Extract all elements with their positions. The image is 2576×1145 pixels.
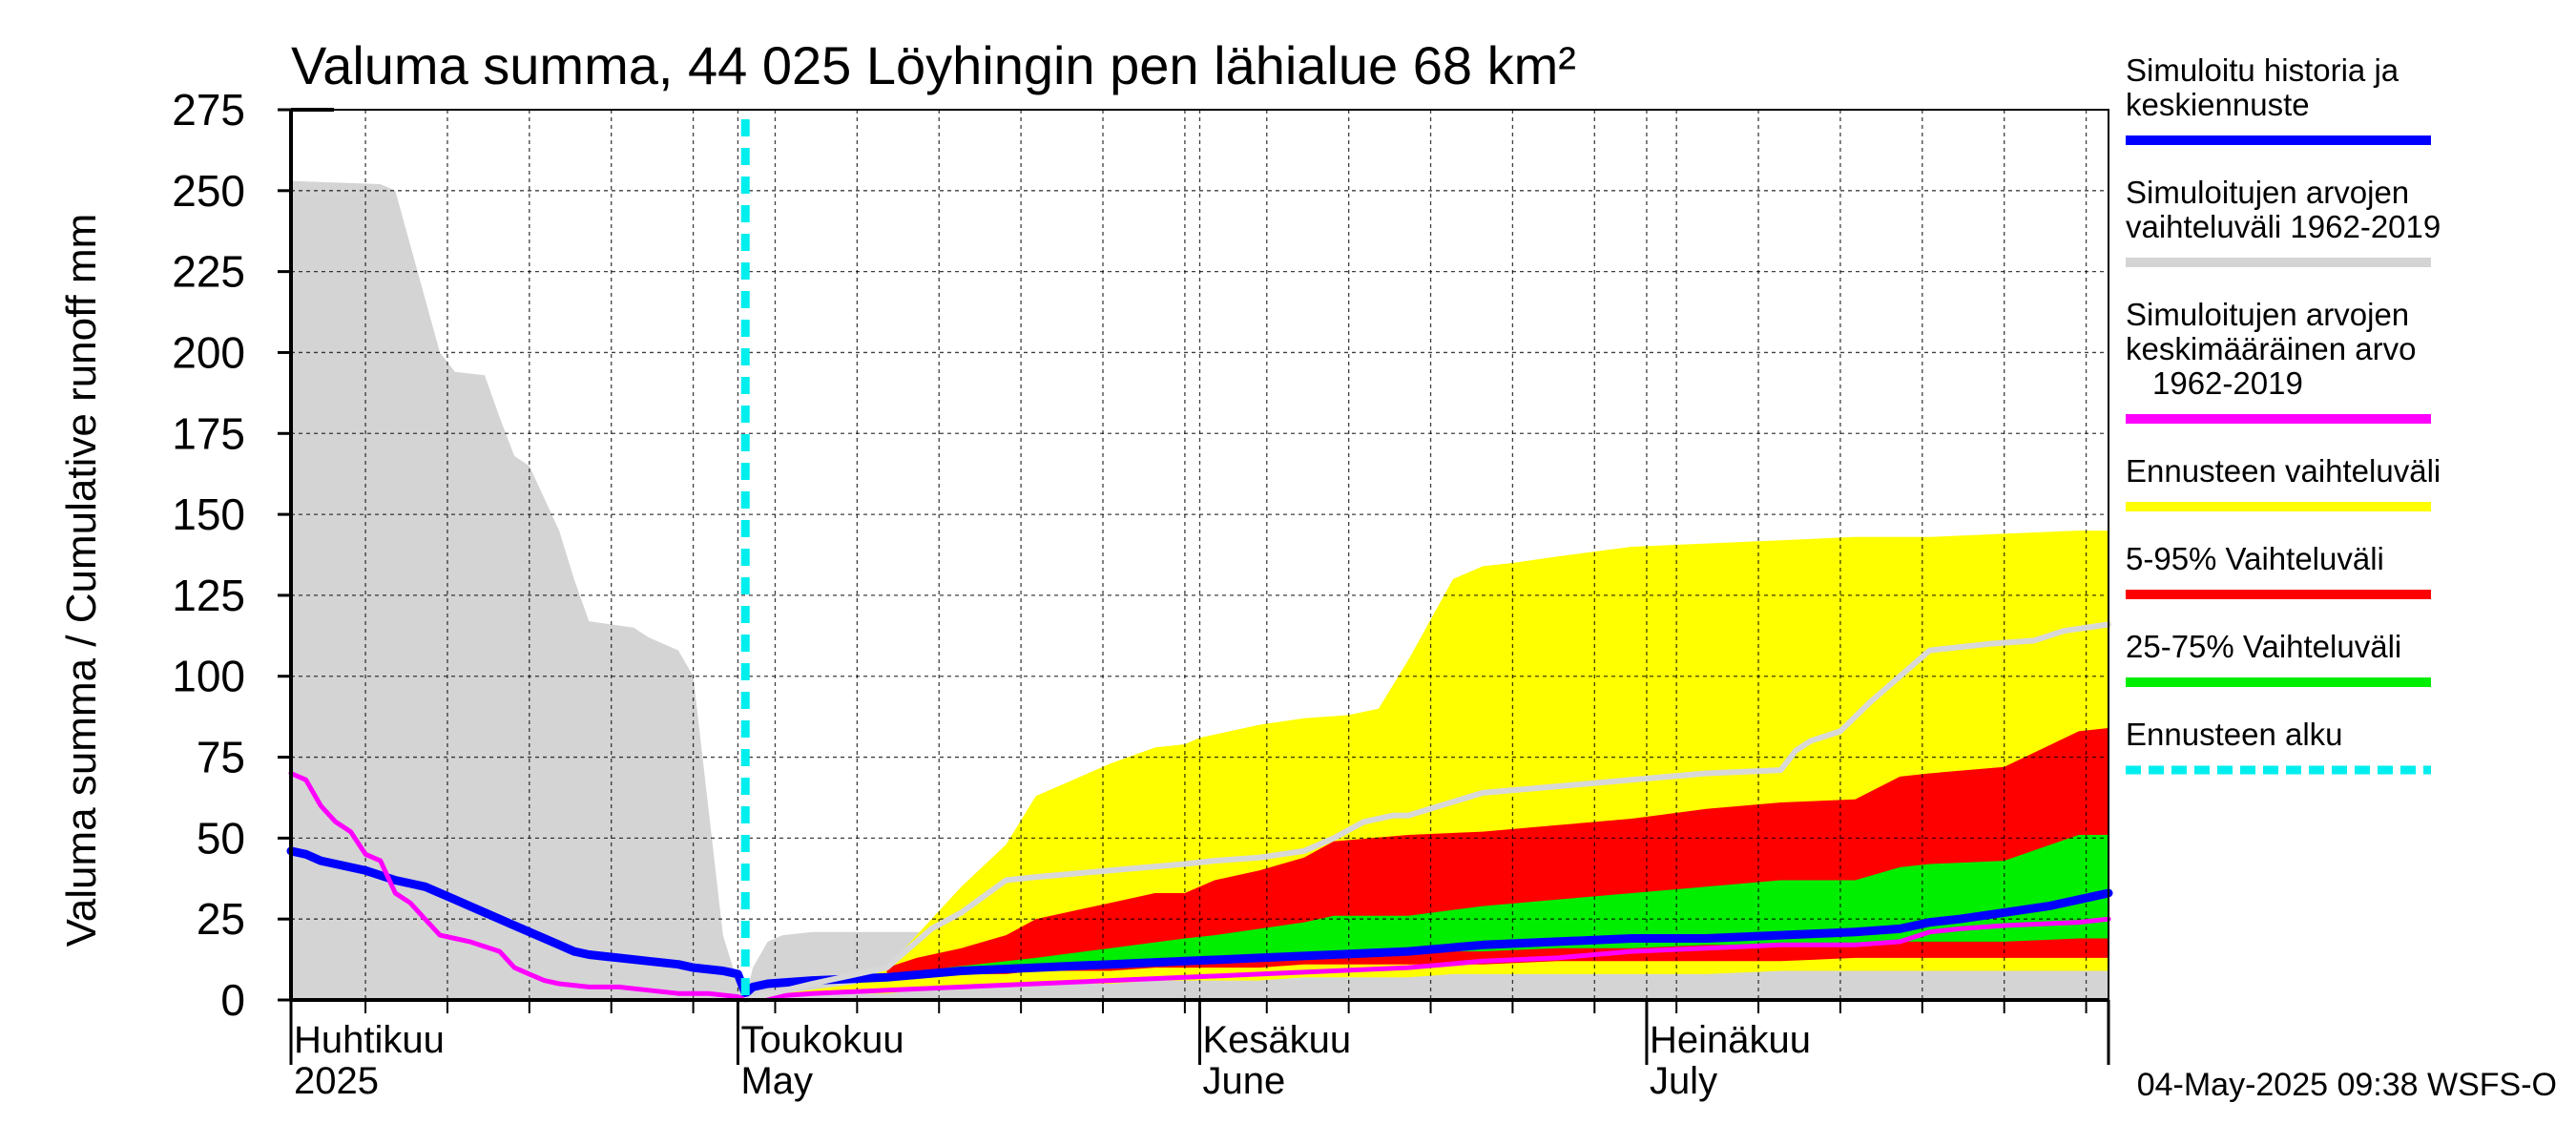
legend-label: 5-95% Vaihteluväli <box>2126 541 2384 576</box>
y-tick-label: 225 <box>172 247 245 297</box>
y-tick-label: 125 <box>172 571 245 620</box>
axes <box>278 108 2110 1065</box>
legend-label: Ennusteen alku <box>2126 717 2343 752</box>
legend-label: 25-75% Vaihteluväli <box>2126 629 2401 664</box>
series-line-1 <box>286 846 2113 998</box>
plot-areas <box>291 180 2109 1001</box>
month-label-en: July <box>1650 1060 1717 1102</box>
series-line-2 <box>288 771 2111 1003</box>
legend-label: keskimääräinen arvo <box>2126 331 2416 366</box>
y-tick-label: 100 <box>172 652 245 701</box>
series-lines <box>286 119 2113 1003</box>
legend-label: Ennusteen vaihteluväli <box>2126 453 2441 489</box>
legend-label: Simuloitu historia ja <box>2126 52 2399 88</box>
legend-label: vaihteluväli 1962-2019 <box>2126 209 2441 244</box>
history-range-area <box>291 180 2109 1001</box>
footer-timestamp: 04-May-2025 09:38 WSFS-O <box>2137 1067 2557 1103</box>
month-label-fi: Toukokuu <box>740 1019 904 1061</box>
y-tick-label: 0 <box>220 975 245 1025</box>
y-tick-label: 150 <box>172 489 245 539</box>
y-tick-label: 75 <box>197 733 245 782</box>
month-label-en: June <box>1203 1060 1286 1102</box>
chart-title: Valuma summa, 44 025 Löyhingin pen lähia… <box>291 35 1576 95</box>
month-label-en: 2025 <box>294 1060 379 1102</box>
month-label-fi: Heinäkuu <box>1650 1019 1811 1061</box>
y-tick-label: 250 <box>172 166 245 216</box>
legend-label: Simuloitujen arvojen <box>2126 175 2409 210</box>
y-tick-labels: 0 25 50 75 100 125 150 175 200 225 250 275 <box>172 85 245 1025</box>
month-label-fi: Kesäkuu <box>1203 1019 1352 1061</box>
legend-label: Simuloitujen arvojen <box>2126 297 2409 332</box>
legend-label: keskiennuste <box>2126 87 2310 122</box>
y-tick-label: 50 <box>197 813 245 863</box>
legend-label: 1962-2019 <box>2152 365 2303 401</box>
y-axis-label: Valuma summa / Cumulative runoff mm <box>58 214 105 947</box>
month-label-fi: Huhtikuu <box>294 1019 445 1061</box>
y-tick-label: 200 <box>172 327 245 377</box>
y-tick-label: 275 <box>172 85 245 135</box>
month-label-en: May <box>740 1060 813 1102</box>
y-tick-label: 25 <box>197 894 245 944</box>
y-tick-label: 175 <box>172 408 245 458</box>
series-line-3 <box>742 621 2111 1003</box>
